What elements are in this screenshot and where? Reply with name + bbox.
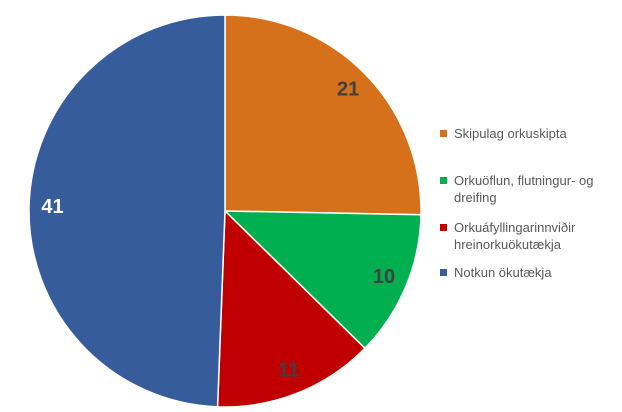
data-label: 21 bbox=[337, 78, 359, 100]
legend-item: Skipulag orkuskipta bbox=[440, 125, 618, 142]
legend-item: Notkun ökutækja bbox=[440, 264, 618, 281]
data-label: 11 bbox=[278, 360, 299, 382]
pie-slice bbox=[28, 14, 226, 408]
legend-label: Orkuöflun, flutningur- og dreifing bbox=[454, 173, 594, 205]
legend-item: Orkuöflun, flutningur- og dreifing bbox=[440, 172, 618, 206]
pie-slice bbox=[224, 14, 422, 216]
legend-item: Orkuáfyllingarinnviðir hreinorkuökutækja bbox=[440, 219, 618, 253]
legend-swatch bbox=[440, 224, 447, 231]
data-label: 10 bbox=[373, 266, 395, 288]
legend-label: Orkuáfyllingarinnviðir hreinorkuökutækja bbox=[454, 220, 576, 252]
legend-label: Skipulag orkuskipta bbox=[454, 126, 567, 141]
legend: Skipulag orkuskipta Orkuöflun, flutningur… bbox=[440, 0, 620, 412]
legend-swatch bbox=[440, 269, 447, 276]
data-label: 41 bbox=[41, 196, 63, 218]
pie-slice bbox=[223, 210, 422, 350]
legend-label: Notkun ökutækja bbox=[454, 265, 552, 280]
legend-swatch bbox=[440, 177, 447, 184]
pie-slice bbox=[216, 209, 366, 408]
legend-swatch bbox=[440, 130, 447, 137]
